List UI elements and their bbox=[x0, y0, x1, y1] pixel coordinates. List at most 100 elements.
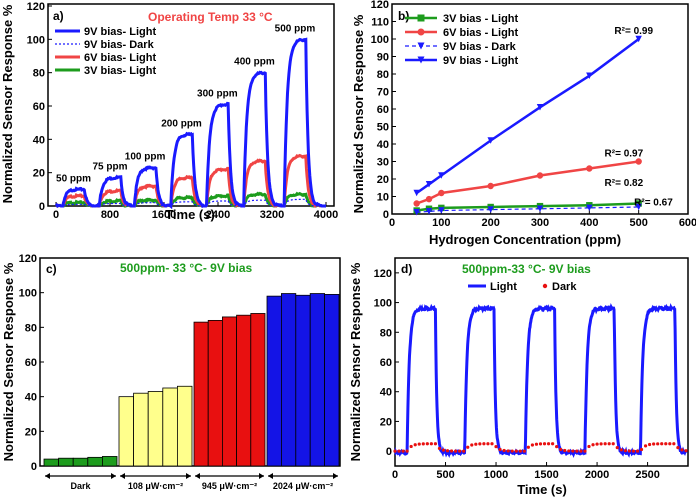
panel-d-dark-point bbox=[502, 448, 506, 453]
panel-d-dark-point bbox=[482, 442, 486, 446]
panel-d-dark-point bbox=[437, 446, 442, 451]
panel-b-point bbox=[635, 203, 642, 211]
panel-d-dark-point bbox=[656, 442, 660, 446]
panel-d-dark-point bbox=[401, 449, 405, 453]
panel-c-arrow-head-left bbox=[195, 473, 200, 479]
panel-b-ytick-label: 70 bbox=[377, 87, 389, 99]
panel-c-bar bbox=[207, 319, 223, 467]
panel-c-ytick-label: 60 bbox=[25, 357, 37, 369]
panel-d-dark-point bbox=[441, 448, 446, 452]
panel-d-ytick-label: 120 bbox=[374, 268, 392, 280]
panel-c-bar bbox=[280, 293, 297, 467]
panel-c-subtitle: 500ppm- 33 °C- 9V bias bbox=[120, 261, 253, 275]
panel-c-bar bbox=[236, 314, 252, 467]
panel-d-dark-point bbox=[542, 442, 547, 446]
panel-b-ylabel: Normalized Sensor Response % bbox=[351, 14, 366, 213]
panel-d-dark-point bbox=[425, 442, 429, 446]
panel-a-legend-label: 3V bias- Light bbox=[84, 65, 156, 77]
panel-d-dark-point bbox=[393, 449, 397, 453]
panel-c-group-label: 945 μW·cm⁻² bbox=[202, 481, 257, 491]
panel-c: c) 500ppm- 33 °C- 9V bias Normalized Sen… bbox=[1, 253, 341, 491]
panel-d-dark-point bbox=[530, 443, 535, 447]
panel-d-ytick-label: 0 bbox=[386, 446, 392, 458]
panel-b-point bbox=[635, 158, 642, 165]
panel-d-dark-point bbox=[619, 448, 623, 452]
panel-a: a) Operating Temp 33 °C Time (s) Normali… bbox=[0, 1, 338, 222]
panel-c-bar bbox=[133, 392, 149, 467]
panel-b-point bbox=[586, 204, 593, 212]
panel-d-dark-point bbox=[595, 442, 599, 446]
panel-d-dark-point bbox=[466, 445, 470, 449]
panel-d-dark-point bbox=[518, 449, 522, 453]
panel-d-dark-point bbox=[474, 442, 478, 446]
panel-b-point bbox=[487, 182, 494, 190]
panel-d-dark-point bbox=[643, 444, 648, 448]
panel-a-concentration-label: 400 ppm bbox=[234, 57, 275, 68]
panel-d-dark-point bbox=[498, 447, 502, 452]
panel-c-label: c) bbox=[46, 262, 57, 276]
panel-d-dark-point bbox=[397, 449, 401, 453]
panel-a-legend-label: 9V bias- Dark bbox=[84, 39, 155, 51]
panel-d-legend-label-dark: Dark bbox=[552, 281, 577, 293]
panel-d-dark-point bbox=[429, 442, 433, 446]
panel-b-ytick-label: 90 bbox=[377, 52, 389, 64]
panel-d-dark-point bbox=[546, 442, 551, 446]
panel-a-legend-label: 6V bias- Light bbox=[84, 52, 156, 64]
panel-c-bar bbox=[147, 391, 164, 467]
panel-b-r2-label: R²= 0.82 bbox=[605, 178, 644, 189]
panel-b-point bbox=[536, 205, 544, 212]
panel-c-arrow-head-right bbox=[186, 473, 191, 479]
panel-d-dark-point bbox=[587, 444, 591, 449]
panel-b-r2-label: R²= 0.99 bbox=[614, 26, 653, 37]
panel-d-ytick-label: 20 bbox=[380, 416, 392, 428]
panel-b-legend-label: 6V bias - Light bbox=[443, 27, 519, 39]
panel-c-bar bbox=[43, 458, 60, 467]
panel-d-dark-point bbox=[510, 449, 514, 453]
panel-b-point bbox=[425, 181, 433, 188]
panel-d-dark-point bbox=[611, 442, 615, 446]
panel-b-xtick-label: 300 bbox=[531, 217, 549, 229]
panel-d-dark-point bbox=[648, 442, 652, 447]
panel-d-dark-point bbox=[571, 449, 575, 453]
panel-c-ytick-label: 120 bbox=[19, 253, 37, 265]
panel-b-point bbox=[438, 207, 445, 214]
panel-c-ytick-label: 100 bbox=[19, 288, 37, 300]
panel-a-legend-label: 9V bias- Light bbox=[84, 26, 156, 38]
panel-a-concentration-label: 500 ppm bbox=[275, 23, 316, 34]
panel-b-legend-label: 3V bias - Light bbox=[443, 13, 519, 25]
panel-c-group-label: Dark bbox=[70, 481, 91, 491]
panel-c-ylabel: Normalized Sensor Response % bbox=[1, 262, 16, 461]
panel-d-label: d) bbox=[401, 262, 412, 276]
panel-c-bar bbox=[58, 457, 74, 467]
panel-d-dark-point bbox=[583, 449, 587, 453]
panel-d-dark-point bbox=[559, 447, 563, 452]
panel-b-point bbox=[438, 172, 445, 179]
panel-a-xtick-label: 3200 bbox=[260, 209, 284, 221]
panel-d-dark-point bbox=[506, 449, 510, 453]
panel-c-bar bbox=[118, 396, 135, 467]
panel-b-ytick-label: 10 bbox=[377, 192, 389, 204]
panel-b-ytick-label: 80 bbox=[377, 69, 389, 81]
panel-d-dark-point bbox=[490, 442, 494, 446]
panel-a-frame bbox=[47, 3, 335, 207]
panel-b-point bbox=[425, 208, 433, 215]
panel-d-dark-point bbox=[579, 449, 583, 453]
panel-b-point bbox=[586, 165, 593, 172]
panel-a-concentration-label: 200 ppm bbox=[161, 118, 202, 129]
panel-b-legend-marker bbox=[417, 42, 425, 50]
panel-c-ytick-label: 0 bbox=[31, 461, 37, 473]
panel-b-point bbox=[413, 209, 420, 216]
panel-d-dark-point bbox=[660, 442, 664, 446]
panel-d-xtick-label: 2500 bbox=[635, 469, 659, 481]
panel-c-bar bbox=[87, 456, 103, 467]
panel-b-point bbox=[487, 206, 494, 213]
panel-a-concentration-label: 50 ppm bbox=[56, 173, 91, 184]
panel-a-xtick-label: 1600 bbox=[152, 209, 176, 221]
panel-d-xtick-label: 1500 bbox=[534, 469, 558, 481]
panel-b-ytick-label: 30 bbox=[377, 157, 389, 169]
panel-d-dark-point bbox=[555, 445, 559, 449]
panel-b-point bbox=[487, 137, 494, 144]
panel-d-dark-point bbox=[514, 449, 518, 453]
panel-b-legend-marker bbox=[417, 56, 425, 64]
